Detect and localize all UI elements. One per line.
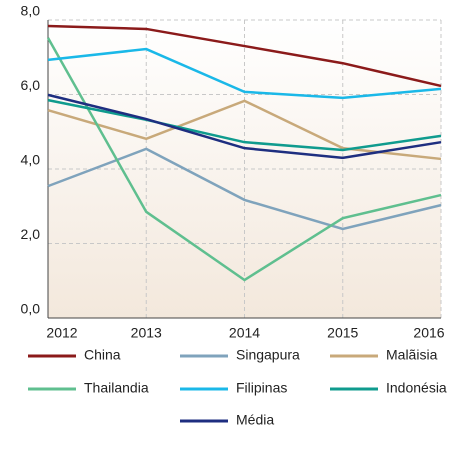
- y-tick-label: 8,0: [21, 3, 41, 19]
- legend-label: Filipinas: [236, 380, 287, 396]
- x-tick-label: 2013: [131, 325, 162, 341]
- legend-label: China: [84, 347, 121, 363]
- legend-label: Thailandia: [84, 380, 149, 396]
- x-tick-label: 2016: [413, 325, 444, 341]
- series-line: [47, 147, 442, 231]
- legend-label: Singapura: [236, 347, 300, 363]
- x-tick-label: 2015: [327, 325, 358, 341]
- series-line: [46, 37, 442, 282]
- series-line: [47, 47, 442, 100]
- y-tick-label: 6,0: [21, 77, 41, 93]
- y-tick-label: 2,0: [21, 226, 41, 242]
- x-tick-label: 2014: [229, 325, 260, 341]
- x-tick-label: 2012: [46, 325, 77, 341]
- series-line: [47, 93, 442, 160]
- series-line: [47, 98, 442, 152]
- legend-label: Malãisia: [386, 347, 438, 363]
- y-tick-label: 0,0: [21, 301, 41, 317]
- legend-label: Média: [236, 412, 274, 428]
- series-line: [47, 24, 442, 88]
- y-tick-label: 4,0: [21, 152, 41, 168]
- legend-label: Indonésia: [386, 380, 447, 396]
